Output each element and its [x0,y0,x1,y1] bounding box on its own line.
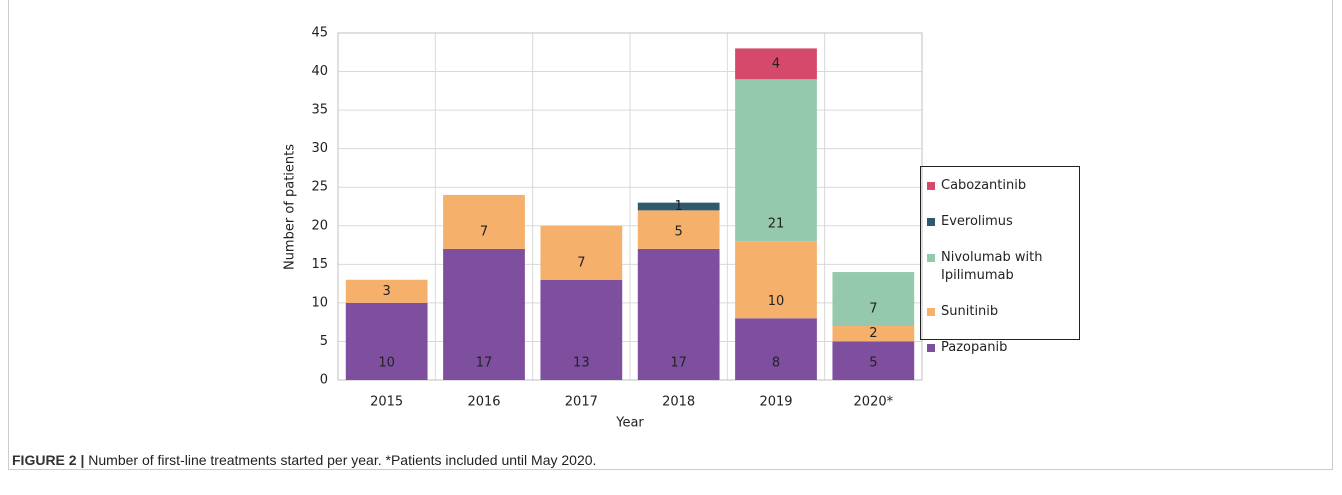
x-tick-label: 2015 [370,395,403,410]
data-label: 10 [378,356,395,371]
y-tick-label: 30 [311,141,328,156]
data-label: 7 [577,255,585,270]
data-label: 8 [772,356,780,371]
bar-segment [735,318,817,380]
y-tick-label: 10 [311,295,328,310]
y-tick-label: 35 [311,103,328,118]
y-tick-label: 40 [311,64,328,79]
legend-swatch [927,182,935,190]
x-tick-label: 2020* [854,395,894,410]
legend: Cabozantinib Everolimus Nivolumab with Ipi… [920,166,1080,355]
bar-segment [832,341,915,380]
x-tick-label: 2019 [759,395,792,410]
legend-label: Sunitinib [941,304,999,319]
legend-swatch [927,218,935,226]
data-label: 3 [383,284,391,299]
legend-label: Pazopanib [941,340,1008,355]
bar-segment [637,248,720,380]
bar-segment [637,210,720,249]
bar-segment [735,79,817,242]
y-tick-label: 20 [311,218,328,233]
legend-item: Cabozantinib [927,177,1073,195]
legend-swatch [927,254,935,262]
chart: Year Number of patients 0510152025303540… [283,26,923,431]
data-label: 4 [772,56,780,71]
legend-label: Cabozantinib [941,178,1027,193]
data-label: 21 [768,217,785,232]
frame [8,0,1333,470]
x-axis-title: Year [615,416,644,431]
data-label: 5 [869,356,877,371]
bar-segment [832,272,915,327]
caption: FIGURE 2 | Number of first-line treatmen… [12,452,596,468]
data-label: 17 [670,356,687,371]
y-tick-label: 5 [320,334,328,349]
bar-segment [345,302,428,380]
y-tick-label: 0 [320,373,328,388]
bar-segment [443,248,525,380]
x-tick-label: 2017 [565,395,598,410]
bar-segment [540,279,623,380]
y-axis-title: Number of patients [283,144,298,270]
bar-segment [735,241,817,319]
data-label: 7 [869,302,877,317]
legend-swatch [927,344,935,352]
legend-item: Nivolumab with Ipilimumab [927,249,1073,285]
caption-label: FIGURE 2 | [12,452,85,468]
legend-swatch [927,308,935,316]
bar-segment [345,279,428,303]
bar-segment [735,48,817,80]
legend-label: Nivolumab with Ipilimumab [941,250,1043,283]
plot-border [337,32,923,381]
bar-segment [540,225,623,280]
legend-item: Pazopanib [927,339,1073,357]
data-label: 7 [480,224,488,239]
data-label: 17 [476,356,493,371]
legend-item: Sunitinib [927,303,1073,321]
x-tick-label: 2016 [467,395,500,410]
x-tick-label: 2018 [662,395,695,410]
data-label: 13 [573,356,590,371]
legend-label: Everolimus [941,214,1013,229]
data-label: 2 [869,326,877,341]
data-label: 1 [675,199,683,214]
y-tick-label: 25 [311,180,328,195]
y-tick-label: 15 [311,257,328,272]
y-tick-label: 45 [311,26,328,41]
data-label: 5 [675,224,683,239]
bar-segment [832,326,915,342]
data-label: 10 [768,294,785,309]
legend-item: Everolimus [927,213,1073,231]
bar-segment [637,202,720,211]
caption-text: Number of first-line treatments started … [88,452,597,468]
bar-segment [443,194,525,249]
